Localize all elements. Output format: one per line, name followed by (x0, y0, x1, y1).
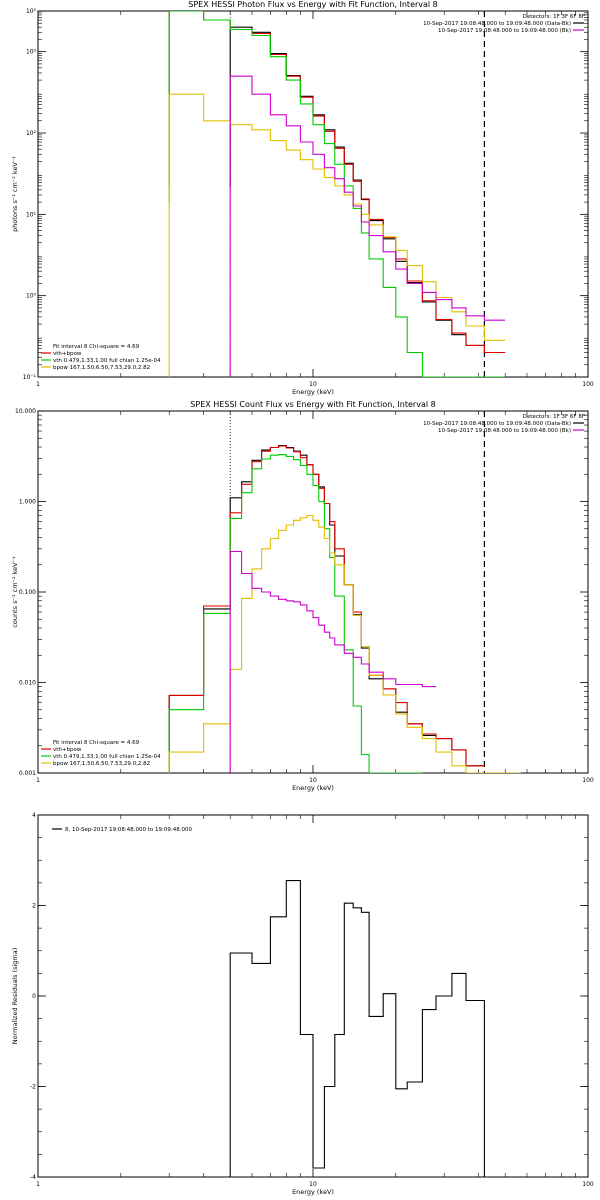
legend-item-label: vth 0.479,1.33,1.00 full chian 1.25e-04 (53, 754, 161, 760)
x-tick-label: 10 (309, 1181, 317, 1188)
y-tick-label: 1.000 (19, 499, 36, 506)
legend-item-label: 8, 10-Sep-2017 19:08:48.000 to 19:09:48.… (65, 827, 192, 833)
y-tick-label: 10.000 (15, 408, 36, 415)
time-range-label: 10-Sep-2017 19:08:48.000 to 19:09:48.000… (423, 421, 571, 427)
time-range-label: 10-Sep-2017 19:08:48.000 to 19:09:48.000… (438, 428, 571, 434)
legend-item-label: bpow 167,1.50,6.50,7.53,29.0,2.82 (53, 761, 150, 767)
series-background (229, 75, 506, 377)
series-vth-bpow (168, 11, 506, 354)
series-data (229, 26, 506, 354)
y-axis-label: Normalized Residuals (sigma) (11, 948, 19, 1045)
series-group (168, 11, 506, 377)
y-tick-label: 0.100 (19, 589, 36, 596)
x-axis: 1 10 100 Energy (keV) (36, 815, 594, 1196)
y-axis: 0.001 0.010 0.100 1.000 10.000 counts s⁻¹ cm⁻… (11, 408, 588, 777)
x-tick-label: 100 (582, 777, 594, 784)
y-axis-label: counts s⁻¹ cm⁻² keV⁻¹ (11, 556, 19, 628)
y-tick-label: -2 (30, 1084, 36, 1091)
y-tick-label: 10³ (26, 49, 37, 56)
legend: Fit interval 8 Chi-square = 4.69vth+bpow… (41, 344, 161, 371)
time-range-label: 10-Sep-2017 19:08:48.000 to 19:09:48.000… (438, 28, 571, 34)
series-group (229, 880, 485, 1177)
series-residuals (229, 880, 485, 1177)
x-tick-label: 1 (36, 381, 40, 388)
y-tick-label: 10¹ (26, 211, 37, 218)
series-background (229, 550, 436, 773)
y-axis: 10⁻¹ 10⁰ 10¹ 10² 10³ 10⁵ photons s⁻¹ cm⁻² keV⁻… (11, 8, 588, 381)
x-axis: 1 10 100 Energy (keV) (36, 11, 594, 396)
series-vth (168, 11, 506, 377)
count-panel: SPEX HESSI Count Flux vs Energy with Fit… (11, 400, 594, 792)
detectors-label: Detectors: 1F 3F 6F 8F (523, 414, 585, 420)
x-tick-label: 10 (309, 777, 317, 784)
legend-heading: Fit interval 8 Chi-square = 4.69 (53, 740, 140, 746)
series-group (168, 445, 521, 773)
y-tick-label: 0 (32, 993, 36, 1000)
x-axis-label: Energy (keV) (292, 784, 334, 792)
y-tick-label: 10⁵ (26, 8, 37, 15)
x-tick-label: 100 (582, 1181, 594, 1188)
y-tick-label: 10² (26, 130, 37, 137)
y-axis: -4 -2 0 2 4 Normalized Residuals (sigma) (11, 812, 588, 1181)
legend-heading: Fit interval 8 Chi-square = 4.69 (53, 344, 140, 350)
x-tick-label: 100 (582, 381, 594, 388)
legend-item-label: vth 0.479,1.33,1.00 full chian 1.25e-04 (53, 358, 161, 364)
y-tick-label: 10⁰ (26, 293, 37, 300)
y-tick-label: 4 (32, 812, 36, 819)
x-axis-label: Energy (keV) (292, 1188, 334, 1196)
legend: Fit interval 8 Chi-square = 4.69vth+bpow… (41, 740, 161, 767)
photon-panel: SPEX HESSI Photon Flux vs Energy with Fi… (11, 0, 594, 396)
y-tick-label: 10⁻¹ (23, 374, 37, 381)
chart-title: SPEX HESSI Photon Flux vs Energy with Fi… (188, 0, 438, 9)
chart-title: SPEX HESSI Count Flux vs Energy with Fit… (190, 400, 435, 409)
detectors-label: Detectors: 1F 3F 6F 8F (523, 14, 585, 20)
x-tick-label: 1 (36, 1181, 40, 1188)
x-tick-label: 10 (309, 381, 317, 388)
legend: 8, 10-Sep-2017 19:08:48.000 to 19:09:48.… (52, 827, 192, 833)
time-range-label: 10-Sep-2017 19:08:48.000 to 19:09:48.000… (423, 21, 571, 27)
plot-frame (37, 10, 589, 378)
y-tick-label: 2 (32, 903, 36, 910)
y-tick-label: -4 (30, 1174, 36, 1181)
legend-item-label: vth+bpow (53, 747, 82, 753)
legend-item-label: bpow 167,1.50,6.50,7.53,29.0,2.82 (53, 365, 150, 371)
y-axis-label: photons s⁻¹ cm⁻² keV⁻¹ (11, 156, 19, 232)
residuals-panel: 1 10 100 Energy (keV) -4 -2 0 2 4 Normalized Resi… (11, 812, 594, 1196)
y-tick-label: 0.001 (19, 770, 36, 777)
y-tick-label: 0.010 (19, 680, 36, 687)
series-vth (168, 454, 423, 773)
x-axis: 1 10 100 Energy (keV) (36, 411, 594, 792)
legend-item-label: vth+bpow (53, 351, 82, 357)
series-bpow (168, 514, 521, 773)
x-tick-label: 1 (36, 777, 40, 784)
x-axis-label: Energy (keV) (292, 388, 334, 396)
